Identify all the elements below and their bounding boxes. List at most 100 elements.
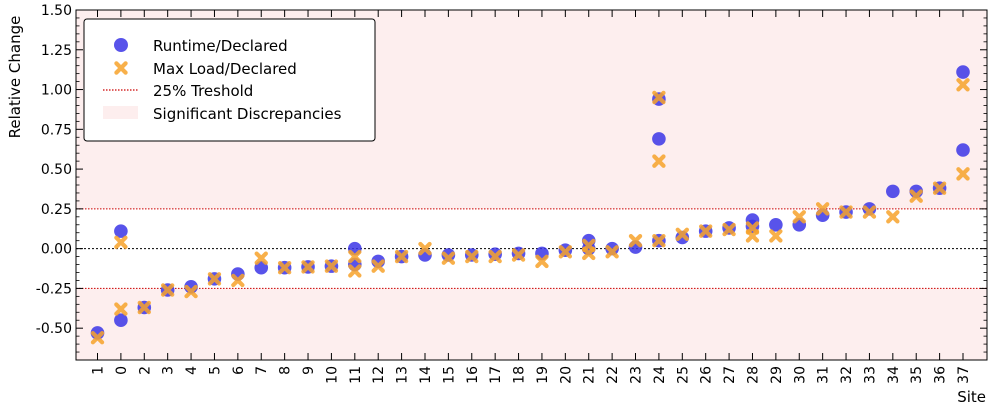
- x-tick-label: 36: [933, 366, 949, 384]
- maxload-point: [254, 251, 268, 265]
- x-tick-label: 12: [371, 366, 387, 384]
- maxload-point: [956, 167, 970, 181]
- x-tick-label: 2: [137, 366, 153, 375]
- data-marks: [90, 65, 970, 345]
- maxload-point-shape: [745, 229, 760, 243]
- maxload-point: [394, 249, 409, 264]
- runtime-point: [605, 241, 619, 256]
- legend-x-shape: [114, 61, 128, 75]
- maxload-point: [839, 205, 853, 219]
- legend-runtime-label: Runtime/Declared: [153, 37, 288, 55]
- x-tick-label: 7: [254, 366, 270, 375]
- maxload-point-shape: [652, 233, 666, 248]
- maxload-point-shape: [769, 229, 783, 243]
- maxload-point: [114, 235, 128, 249]
- maxload-point: [418, 241, 432, 256]
- legend-maxload-marker: [114, 61, 128, 75]
- maxload-point-shape: [839, 205, 853, 219]
- x-axis: 1 0 2 3 4 5 6 7 8 9 10 11 12 13 14 15 16 17 18 19 20 21 22 23 24…: [91, 10, 972, 384]
- maxload-point: [90, 331, 105, 345]
- x-tick-label: 19: [535, 366, 551, 384]
- x-tick-label: 22: [605, 366, 621, 384]
- x-tick-label: 30: [792, 366, 808, 384]
- maxload-point-shape: [231, 273, 245, 288]
- maxload-point: [956, 78, 970, 92]
- y-axis: 1.50 1.25 1.00 0.75 0.50 0.25 0.00 -0.25 -0.50: [36, 3, 987, 353]
- x-tick-label: 11: [348, 366, 364, 384]
- maxload-point: [371, 259, 385, 273]
- maxload-point-shape: [698, 224, 713, 238]
- maxload-point-shape: [348, 249, 362, 264]
- y-tick-label: 1.25: [41, 43, 72, 59]
- maxload-point: [207, 272, 222, 286]
- legend-runtime-marker: [114, 38, 128, 52]
- y-axis-label: Relative Change: [6, 16, 24, 139]
- maxload-point: [745, 229, 760, 243]
- y-tick-label: -0.50: [36, 321, 72, 337]
- plot-area: [75, 9, 988, 361]
- x-tick-label: 3: [161, 366, 177, 375]
- maxload-point-shape: [652, 90, 666, 105]
- maxload-point: [628, 233, 643, 248]
- maxload-point-shape: [371, 259, 385, 273]
- maxload-point-shape: [324, 259, 339, 273]
- maxload-point: [511, 248, 526, 262]
- x-tick-label: 0: [114, 366, 130, 375]
- maxload-point-shape: [862, 205, 877, 219]
- maxload-point-shape: [277, 261, 292, 275]
- maxload-point: [886, 210, 900, 224]
- x-tick-label: 17: [488, 366, 504, 384]
- runtime-point: [441, 248, 456, 262]
- maxload-point-shape: [254, 251, 268, 265]
- maxload-point: [652, 154, 666, 168]
- maxload-point-shape: [792, 210, 806, 224]
- x-tick-label: 6: [231, 366, 247, 375]
- y-tick-label: 0.50: [41, 162, 72, 178]
- maxload-point: [932, 181, 947, 195]
- maxload-point-shape: [90, 331, 105, 345]
- y-tick-label: 0.00: [41, 242, 72, 258]
- maxload-point: [441, 251, 456, 265]
- x-tick-label: 33: [862, 366, 878, 384]
- x-tick-label: 26: [699, 366, 715, 384]
- maxload-point: [184, 284, 198, 299]
- maxload-point-shape: [301, 260, 315, 274]
- runtime-point: [114, 313, 128, 328]
- maxload-point: [675, 227, 689, 242]
- maxload-point-shape: [675, 227, 689, 242]
- maxload-point-shape: [160, 283, 175, 297]
- y-tick-label: 0.75: [41, 122, 72, 138]
- maxload-point: [698, 224, 713, 238]
- maxload-point-shape: [932, 181, 947, 195]
- x-tick-label: 28: [745, 366, 761, 384]
- x-tick-label: 10: [324, 366, 340, 384]
- legend-maxload-label: Max Load/Declared: [153, 60, 297, 78]
- legend-box: [83, 18, 376, 142]
- maxload-point: [277, 261, 292, 275]
- shade-bottom: [76, 288, 987, 360]
- x-tick-label: 29: [769, 366, 785, 384]
- maxload-point: [324, 259, 339, 273]
- maxload-point-shape: [582, 246, 596, 261]
- maxload-point-shape: [535, 254, 549, 269]
- maxload-point-shape: [815, 202, 830, 216]
- maxload-point: [815, 202, 830, 216]
- y-tick-label: 1.00: [41, 83, 72, 99]
- x-tick-label: 32: [839, 366, 855, 384]
- maxload-point: [582, 246, 596, 261]
- maxload-point-shape: [114, 235, 128, 249]
- y-tick-label: -0.25: [36, 281, 72, 297]
- maxload-point: [160, 283, 175, 297]
- x-axis-label: Site: [957, 388, 986, 406]
- x-tick-label: 25: [675, 366, 691, 384]
- x-tick-label: 14: [418, 366, 434, 384]
- maxload-point-shape: [886, 210, 900, 224]
- maxload-point-shape: [184, 284, 198, 299]
- maxload-point-shape: [394, 249, 409, 264]
- maxload-point: [114, 302, 128, 316]
- maxload-point-shape: [558, 245, 573, 259]
- legend-shade-marker: [103, 106, 138, 119]
- maxload-point-shape: [418, 241, 432, 256]
- maxload-point: [348, 264, 362, 278]
